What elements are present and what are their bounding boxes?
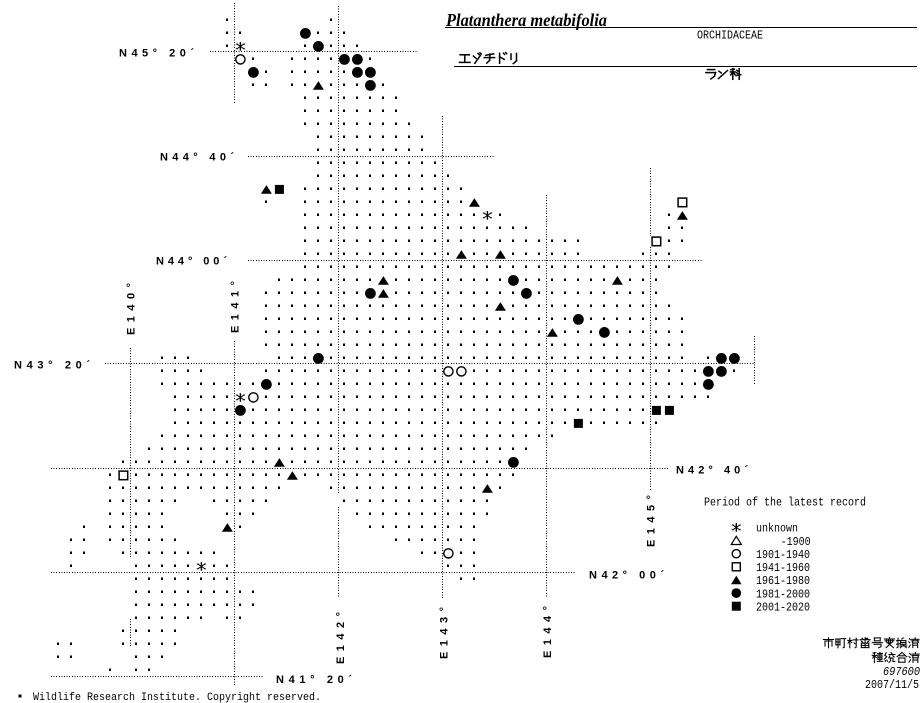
svg-text:E140°: E140° <box>126 283 138 335</box>
svg-text:1981-2000: 1981-2000 <box>756 587 810 601</box>
svg-text:1941-1960: 1941-1960 <box>756 561 810 575</box>
svg-text:Wildlife Research Institute. C: Wildlife Research Institute. Copyright r… <box>33 692 321 703</box>
svg-text:1901-1940: 1901-1940 <box>756 548 810 562</box>
svg-text:E142°: E142° <box>335 612 347 664</box>
svg-text:Platanthera metabifolia: Platanthera metabifolia <box>445 10 607 30</box>
svg-text:2007/11/5: 2007/11/5 <box>865 678 919 692</box>
svg-text:ORCHIDACEAE: ORCHIDACEAE <box>697 29 763 43</box>
svg-text:unknown: unknown <box>756 522 798 536</box>
svg-text:-1900: -1900 <box>781 535 811 549</box>
svg-text:2001-2020: 2001-2020 <box>756 600 810 614</box>
svg-text:E145°: E145° <box>646 495 658 547</box>
svg-text:1961-1980: 1961-1980 <box>756 574 810 588</box>
svg-text:E141°: E141° <box>230 281 242 333</box>
svg-text:E144°: E144° <box>542 606 554 658</box>
svg-text:E143°: E143° <box>439 607 451 659</box>
svg-text:697600: 697600 <box>883 665 920 679</box>
svg-text:Period of the latest record: Period of the latest record <box>704 496 866 510</box>
